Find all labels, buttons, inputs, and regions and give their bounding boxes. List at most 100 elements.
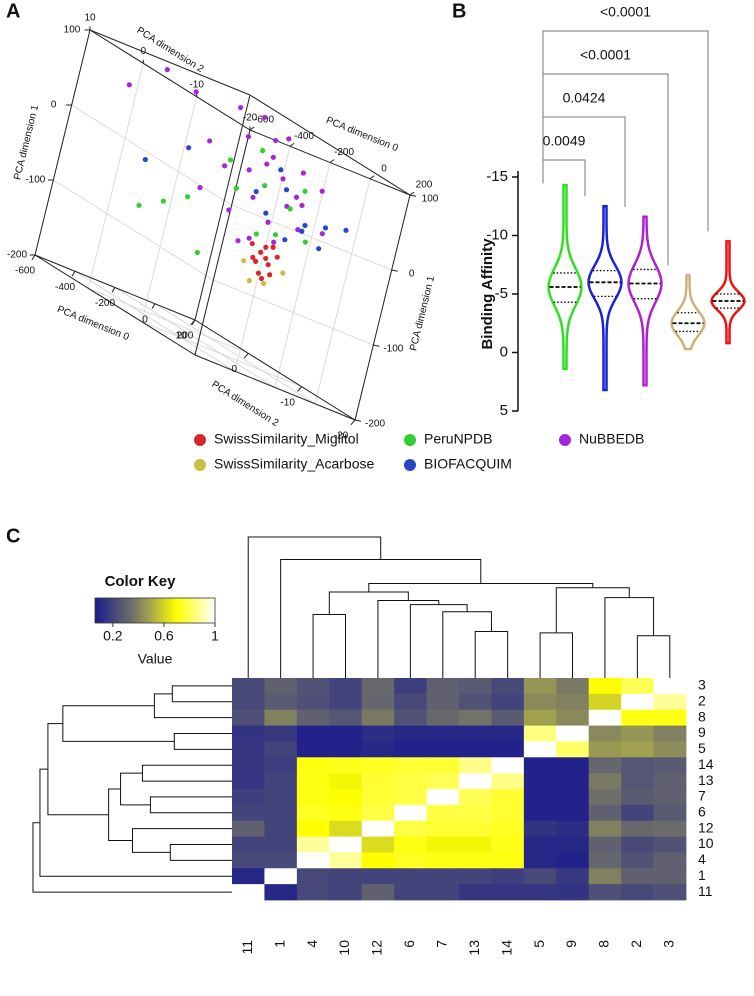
heat-cell [296,773,330,790]
heat-cell [361,741,395,758]
heat-cell [264,709,298,726]
dendrogram-branch [555,587,630,633]
heat-cell [653,820,687,837]
point [263,244,269,250]
box-edge [194,94,251,321]
heat-cell [329,773,363,790]
tick-label: 10 [84,13,96,24]
tick-label: -200 [365,419,385,430]
point [263,255,269,262]
heat-cell [556,725,590,742]
heat-cell [232,820,265,837]
point [260,148,266,154]
tick-label: -20 [334,431,349,442]
tick-mark [329,159,335,163]
grid-line [71,104,232,206]
box-edge [249,94,411,196]
heat-cell [296,725,330,742]
point [299,228,305,234]
heat-cell [621,884,654,901]
heat-cell [232,757,265,774]
point [302,188,308,194]
heat-cell [653,725,687,742]
heat-cell [556,836,590,853]
heat-cell [296,868,330,885]
point [193,89,199,95]
tick-label: 10 [175,331,187,342]
p-value: <0.0001 [600,4,651,20]
point [185,194,191,200]
tick-label: 0 [409,269,415,280]
heat-cell [296,884,330,901]
heat-cell [329,709,363,726]
axis-title: PCA dimension 1 [408,275,437,353]
row-label: 2 [698,692,706,708]
heat-cell [296,678,330,695]
grid-line [88,287,249,354]
tick-label: -20 [243,113,258,124]
heat-cell [556,804,590,822]
column-label: 12 [369,940,385,956]
panel-label: A [6,0,20,22]
dendrogram-branch [171,685,232,703]
grid-line [274,162,331,388]
heat-cell [459,884,492,901]
heat-cell [329,804,363,822]
heat-cell [361,836,395,853]
point [280,270,286,276]
row-label: 3 [698,677,706,693]
column-label: 9 [563,940,579,948]
heat-cell [361,804,395,822]
heat-cell [588,773,622,790]
heat-cell [491,757,525,774]
grid-line [231,204,392,271]
heat-cell [588,709,622,726]
heat-cell [459,709,492,726]
violin [547,183,583,371]
row-label: 8 [698,708,706,724]
point [273,137,279,144]
tick-label: -600 [15,266,35,277]
heat-cell [361,773,395,790]
heat-cell [232,789,265,806]
heat-cell [621,693,654,711]
heat-cell [588,820,622,837]
dendrogram-branch [120,772,151,806]
heat-cell [394,804,427,822]
key-tick-label: 0.6 [154,628,174,644]
heat-cell [621,757,654,774]
heat-cell [264,693,298,711]
heat-cell [491,741,525,758]
heat-cell [264,757,298,774]
point [245,134,252,140]
heat-cell [459,725,492,742]
heat-cell [264,741,298,758]
heat-cell [491,789,525,806]
heat-cell [621,820,654,837]
heat-cell [556,820,590,837]
tick-mark [297,386,303,392]
heat-cell [653,789,687,806]
heat-cell [426,773,460,790]
heat-cell [394,678,427,695]
dendrogram-branch [377,599,440,678]
heat-cell [588,836,622,853]
point [262,114,268,120]
heat-cell [329,836,363,853]
heat-cell [491,678,525,695]
legend-marker [404,459,416,471]
point [233,185,239,191]
heat-cell [588,741,622,758]
box-edge [194,129,251,356]
tick-label: -600 [254,115,274,126]
heat-cell [653,868,687,885]
heat-cell [588,757,622,774]
heat-cell [394,741,427,758]
tick-label: 200 [416,180,433,191]
dendrogram-branch [636,635,671,678]
point [241,258,247,264]
tick-label: -10 [280,397,295,408]
heat-cell [556,852,590,869]
grid-line [213,279,374,346]
tick-label: -200 [7,250,27,261]
